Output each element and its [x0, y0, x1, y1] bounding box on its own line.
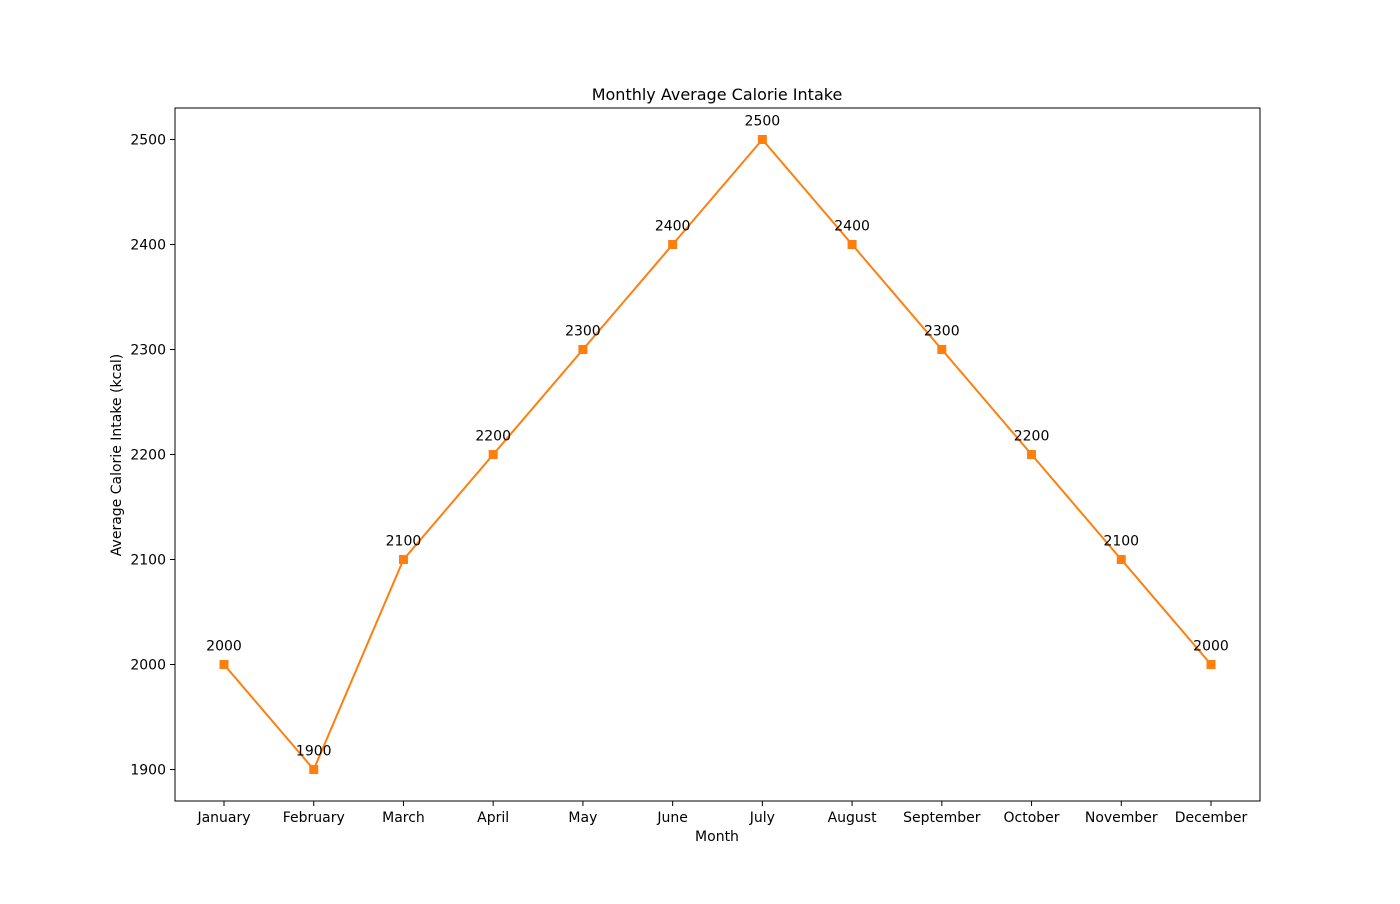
x-tick-label: November — [1085, 810, 1158, 826]
x-tick-label: July — [749, 810, 775, 826]
data-label: 2100 — [386, 534, 422, 550]
series-line — [223, 138, 1212, 771]
data-label: 2000 — [206, 639, 242, 655]
data-point-marker — [219, 660, 229, 669]
y-tick-label: 2400 — [130, 238, 166, 254]
data-point-marker — [1206, 660, 1216, 669]
y-tick-label: 2100 — [130, 553, 166, 569]
data-label: 2300 — [565, 324, 601, 340]
y-axis-label: Average Calorie Intake (kcal) — [109, 354, 125, 556]
data-point-marker — [488, 450, 498, 459]
x-tick-label: April — [477, 810, 509, 826]
data-point-marker — [847, 240, 857, 249]
y-tick-label: 2000 — [130, 658, 166, 674]
y-tick-label: 2500 — [130, 133, 166, 149]
x-tick-label: March — [382, 810, 425, 826]
x-tick-label: December — [1175, 810, 1248, 826]
data-label: 2300 — [924, 324, 960, 340]
x-tick-label: August — [828, 810, 878, 826]
x-tick-label: January — [196, 810, 250, 826]
x-tick-label: June — [656, 810, 688, 826]
y-tick-label: 2300 — [130, 343, 166, 359]
chart-title: Monthly Average Calorie Intake — [592, 85, 843, 104]
data-point-marker — [668, 240, 678, 249]
x-tick-label: May — [568, 810, 597, 826]
plot-frame — [174, 107, 1261, 802]
plot-area: 1900 2000 2100 2200 2300 2400 2500 January Febru… — [130, 107, 1261, 826]
y-tick-label: 1900 — [130, 763, 166, 779]
data-point-marker — [1116, 555, 1126, 564]
x-tick-label: October — [1004, 810, 1060, 826]
data-point-marker — [937, 345, 947, 354]
x-tick-label: February — [283, 810, 345, 826]
data-point-marker — [309, 765, 319, 774]
data-label: 2500 — [745, 114, 781, 130]
data-label: 2400 — [655, 219, 691, 235]
data-point-marker — [1027, 450, 1037, 459]
y-tick-label: 2200 — [130, 448, 166, 464]
data-label: 1900 — [296, 744, 332, 760]
data-point-marker — [398, 555, 408, 564]
x-tick-label: September — [903, 810, 981, 826]
data-point-marker — [757, 135, 767, 144]
x-axis-label: Month — [695, 829, 739, 845]
data-label: 2400 — [834, 219, 870, 235]
data-label: 2200 — [1014, 429, 1050, 445]
data-label: 2200 — [475, 429, 511, 445]
data-point-marker — [578, 345, 588, 354]
data-label: 2100 — [1103, 534, 1139, 550]
data-label: 2000 — [1193, 639, 1229, 655]
